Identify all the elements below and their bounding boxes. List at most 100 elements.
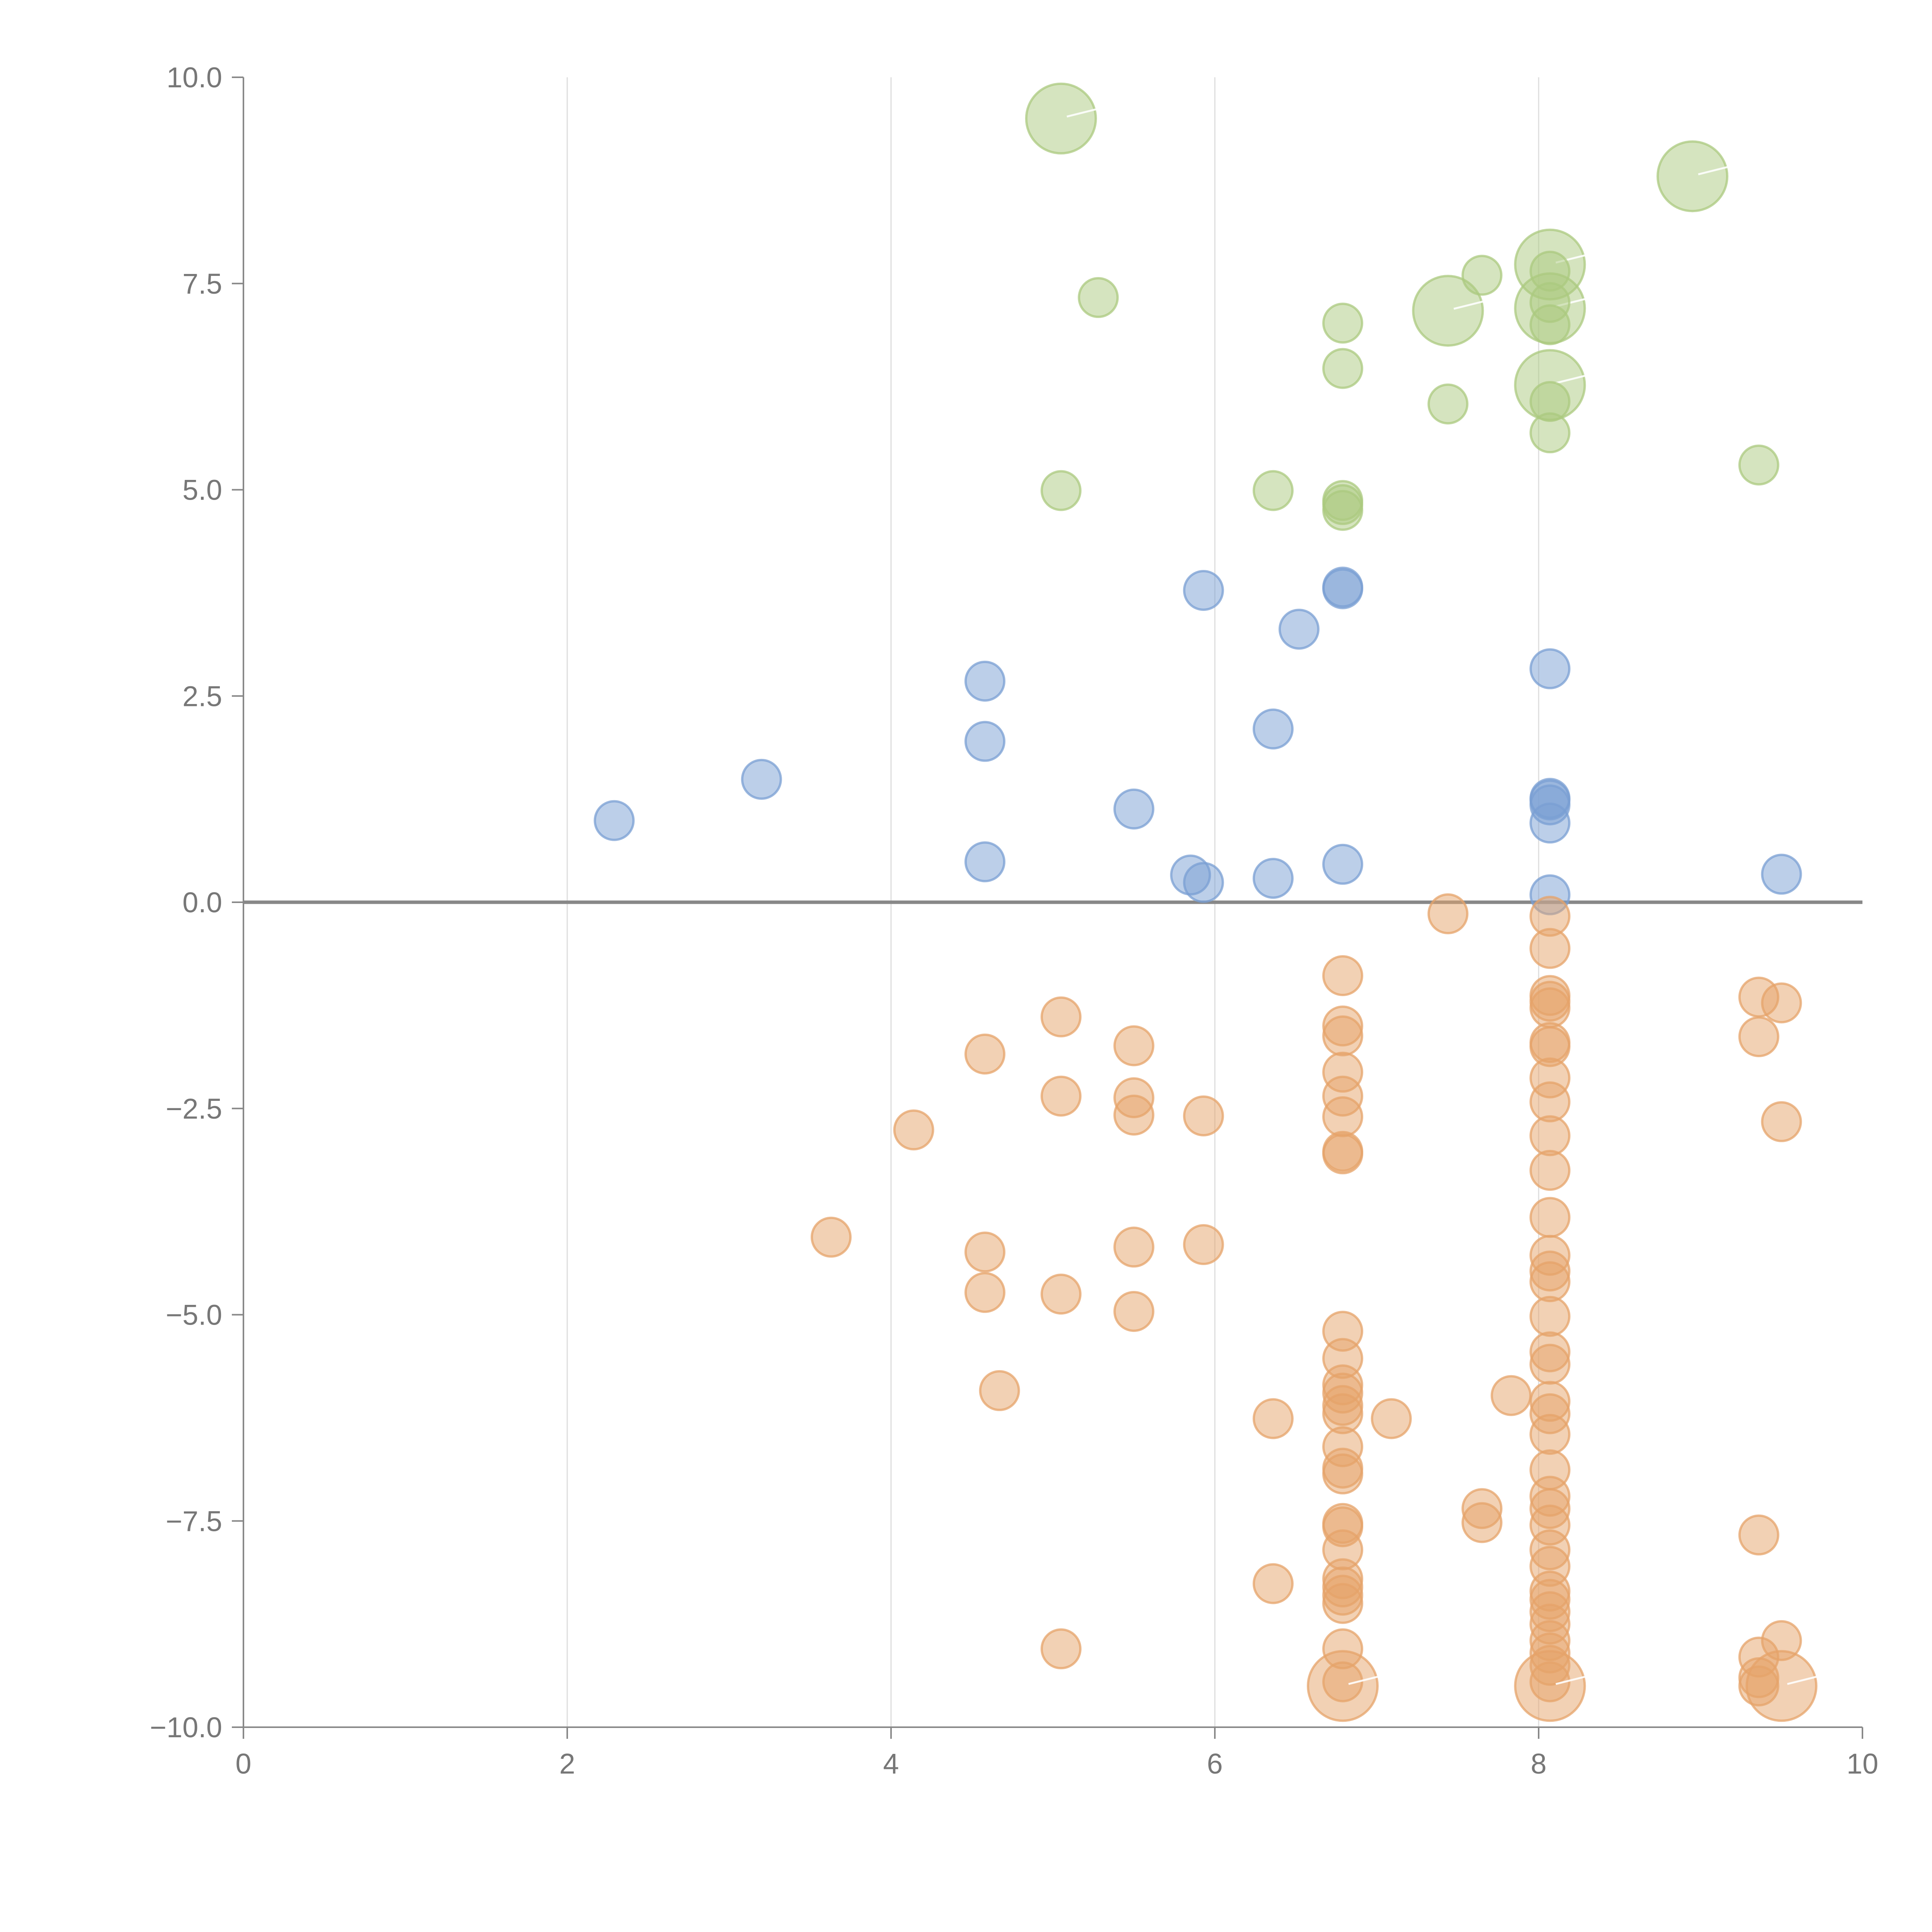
bubble-point — [964, 1033, 1006, 1075]
bubble-point — [1040, 1274, 1082, 1315]
bubble-point — [1738, 1016, 1779, 1058]
x-axis-ticks: 0 2 4 6 8 10 — [235, 1727, 1878, 1780]
bubble-point — [1461, 255, 1503, 296]
bubble-point — [1412, 275, 1484, 347]
bubble-point — [594, 800, 635, 841]
bubble-point — [1113, 1094, 1155, 1136]
bubble-point — [1427, 893, 1469, 934]
bubble-point — [1322, 1015, 1364, 1056]
label-leader-line — [1787, 1675, 1819, 1685]
y-tick-label: −5.0 — [166, 1299, 222, 1331]
y-tick-label: 5.0 — [182, 474, 222, 506]
bubble-point — [1529, 987, 1571, 1029]
y-tick-label: −2.5 — [166, 1093, 222, 1125]
series-1 — [594, 566, 1802, 915]
bubble-point — [1529, 1115, 1571, 1156]
x-tick-label: 10 — [1847, 1748, 1878, 1780]
bubble-point — [1040, 996, 1082, 1037]
x-tick-label: 8 — [1531, 1748, 1546, 1780]
bubble-point — [1322, 490, 1364, 531]
bubble-point — [1113, 1226, 1155, 1268]
bubble-point — [1113, 788, 1155, 830]
bubble-point — [1529, 1261, 1571, 1303]
label-leader-line — [1698, 165, 1730, 175]
bubble-point — [1529, 648, 1571, 689]
label-leader-line — [1555, 1675, 1587, 1685]
bubble-point — [1427, 383, 1469, 425]
bubble-point — [741, 759, 782, 800]
bubble-point — [1322, 1133, 1364, 1175]
bubble-point — [1490, 1375, 1532, 1416]
bubble-point — [1738, 444, 1779, 486]
bubble-point — [1113, 1291, 1155, 1332]
bubble-point — [964, 1231, 1006, 1273]
bubble-point — [1025, 82, 1097, 155]
bubble-point — [1322, 303, 1364, 344]
bubble-point — [1322, 1096, 1364, 1138]
bubble-point — [964, 841, 1006, 883]
bubble-point — [1529, 1296, 1571, 1337]
bubble-point — [1322, 955, 1364, 997]
bubble-point — [1252, 1563, 1294, 1604]
bubble-point — [1040, 1628, 1082, 1670]
bubble-point — [1529, 803, 1571, 844]
bubble-marks — [594, 82, 1819, 1722]
bubble-point — [1183, 570, 1224, 611]
bubble-point — [1761, 982, 1802, 1024]
bubble-point — [979, 1370, 1020, 1411]
bubble-point — [1745, 1650, 1818, 1722]
x-tick-label: 2 — [559, 1748, 575, 1780]
bubble-point — [1252, 470, 1294, 511]
bubble-point — [1322, 844, 1364, 885]
bubble-point — [1252, 708, 1294, 750]
bubble-point — [1322, 568, 1364, 609]
bubble-point — [964, 660, 1006, 702]
bubble-point — [1529, 1414, 1571, 1455]
bubble-point — [1183, 862, 1224, 903]
bubble-point — [893, 1109, 934, 1151]
bubble-point — [1529, 304, 1571, 345]
bubble-point — [1322, 348, 1364, 389]
bubble-point — [1461, 1502, 1503, 1543]
label-leader-line — [1555, 374, 1587, 384]
x-tick-label: 4 — [883, 1748, 899, 1780]
y-tick-label: 10.0 — [167, 61, 222, 94]
label-leader-line — [1453, 300, 1485, 310]
bubble-point — [1371, 1398, 1412, 1439]
bubble-point — [1761, 854, 1802, 895]
bubble-point — [1514, 1650, 1586, 1722]
x-tick-label: 6 — [1207, 1748, 1223, 1780]
bubble-point — [1252, 858, 1294, 899]
y-tick-label: 0.0 — [182, 886, 222, 918]
bubble-point — [1040, 470, 1082, 511]
bubble-point — [1656, 140, 1729, 213]
bubble-point — [1738, 1514, 1779, 1556]
bubble-point — [1252, 1398, 1294, 1439]
bubble-point — [1307, 1650, 1379, 1722]
bubble-point — [1529, 1344, 1571, 1385]
bubble-point — [1183, 1224, 1224, 1265]
bubble-point — [1529, 928, 1571, 969]
y-tick-label: −7.5 — [166, 1505, 222, 1537]
series-2 — [810, 893, 1819, 1722]
bubble-point — [1529, 412, 1571, 454]
bubble-point — [810, 1216, 852, 1258]
bubble-point — [1113, 1025, 1155, 1066]
bubble-point — [1761, 1101, 1802, 1142]
bubble-point — [964, 721, 1006, 762]
y-tick-label: −10.0 — [150, 1711, 222, 1743]
y-tick-label: 7.5 — [182, 268, 222, 300]
label-leader-line — [1066, 108, 1098, 118]
label-leader-line — [1348, 1675, 1380, 1685]
bubble-point — [1278, 609, 1320, 650]
y-axis-ticks: 10.0 7.5 5.0 2.5 0.0 −2.5 −5.0 −7.5 −10.0 — [150, 61, 243, 1743]
bubble-point — [1322, 1453, 1364, 1495]
series-0 — [1025, 82, 1779, 531]
bubble-point — [964, 1272, 1006, 1313]
bubble-point — [1183, 1095, 1224, 1136]
bubble-point — [1529, 1197, 1571, 1238]
y-tick-label: 2.5 — [182, 680, 222, 712]
bubble-point — [1078, 277, 1119, 318]
bubble-point — [1040, 1075, 1082, 1117]
